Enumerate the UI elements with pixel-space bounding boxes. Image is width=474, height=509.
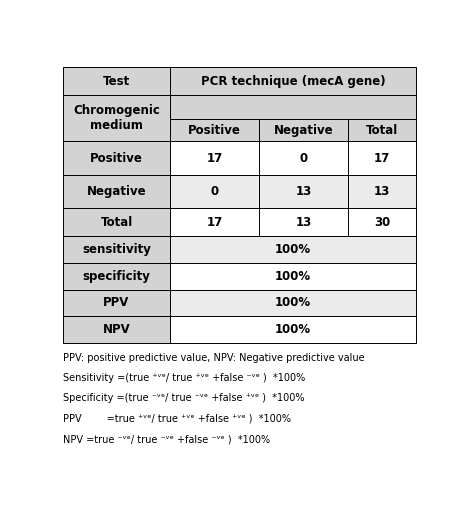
Bar [170,119,259,142]
Text: PPV        =true ⁺ᵛᵉ/ true ⁺ᵛᵉ +false ⁺ᵛᵉ )  *100%: PPV =true ⁺ᵛᵉ/ true ⁺ᵛᵉ +false ⁺ᵛᵉ ) *10… [63,414,291,424]
Text: PPV: positive predictive value, NPV: Negative predictive value: PPV: positive predictive value, NPV: Neg… [63,353,365,363]
Bar [170,208,259,236]
Text: 13: 13 [374,185,390,198]
Bar [259,142,348,175]
Text: Specificity =(true ⁻ᵛᵉ/ true ⁻ᵛᵉ +false ⁺ᵛᵉ )  *100%: Specificity =(true ⁻ᵛᵉ/ true ⁻ᵛᵉ +false … [63,393,304,404]
Text: Total: Total [366,124,398,137]
Text: 30: 30 [374,216,390,229]
Bar [63,208,170,236]
Bar [259,208,348,236]
Bar [170,142,259,175]
Text: Test: Test [103,74,130,88]
Bar [63,67,170,95]
Text: Positive: Positive [90,152,143,164]
Bar [63,263,170,290]
Text: 100%: 100% [275,243,311,256]
Text: 17: 17 [207,216,223,229]
Bar [170,175,259,208]
Text: Total: Total [100,216,133,229]
Bar [170,290,416,316]
Bar [63,290,170,316]
Text: sensitivity: sensitivity [82,243,151,256]
Bar [348,208,416,236]
Bar [63,142,170,175]
Text: NPV: NPV [103,323,130,336]
Bar [259,119,348,142]
Bar [63,95,170,142]
Text: Negative: Negative [87,185,146,198]
Bar [170,316,416,343]
Text: 13: 13 [296,185,312,198]
Text: Sensitivity =(true ⁺ᵛᵉ/ true ⁺ᵛᵉ +false ⁻ᵛᵉ )  *100%: Sensitivity =(true ⁺ᵛᵉ/ true ⁺ᵛᵉ +false … [63,373,305,383]
Bar [63,316,170,343]
Text: specificity: specificity [82,270,150,283]
Bar [63,236,170,263]
Bar [170,236,416,263]
Text: 100%: 100% [275,270,311,283]
Bar [170,263,416,290]
Text: 17: 17 [374,152,390,164]
Bar [348,175,416,208]
Text: 17: 17 [207,152,223,164]
Text: NPV =true ⁻ᵛᵉ/ true ⁻ᵛᵉ +false ⁻ᵛᵉ )  *100%: NPV =true ⁻ᵛᵉ/ true ⁻ᵛᵉ +false ⁻ᵛᵉ ) *10… [63,434,270,444]
Text: 100%: 100% [275,323,311,336]
Text: 100%: 100% [275,296,311,309]
Text: Positive: Positive [188,124,241,137]
Bar [348,119,416,142]
Bar [348,142,416,175]
Bar [259,175,348,208]
Text: Chromogenic
medium: Chromogenic medium [73,104,160,132]
Text: Negative: Negative [274,124,334,137]
Text: 0: 0 [300,152,308,164]
Bar [170,95,416,119]
Text: 0: 0 [210,185,219,198]
Bar [170,67,416,95]
Text: PCR technique (mecA gene): PCR technique (mecA gene) [201,74,385,88]
Bar [63,175,170,208]
Text: PPV: PPV [103,296,130,309]
Text: 13: 13 [296,216,312,229]
